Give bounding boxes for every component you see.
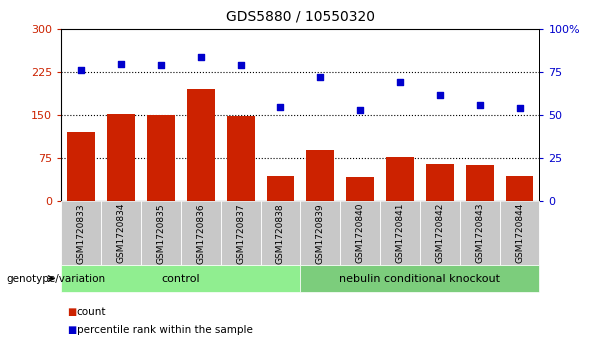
Text: GSM1720844: GSM1720844 — [515, 203, 524, 264]
Text: GSM1720833: GSM1720833 — [77, 203, 86, 264]
Text: GSM1720843: GSM1720843 — [475, 203, 484, 264]
Text: GSM1720837: GSM1720837 — [236, 203, 245, 264]
Bar — [386, 157, 414, 201]
Point — [316, 74, 326, 80]
Point — [395, 79, 405, 85]
Text: count: count — [77, 307, 106, 317]
Point — [116, 61, 126, 66]
Point — [435, 91, 445, 97]
Text: GSM1720834: GSM1720834 — [116, 203, 126, 264]
Text: GSM1720835: GSM1720835 — [156, 203, 166, 264]
Point — [276, 104, 286, 110]
Bar — [187, 89, 215, 201]
Point — [355, 107, 365, 113]
Text: percentile rank within the sample: percentile rank within the sample — [77, 325, 253, 335]
Point — [76, 68, 86, 73]
Bar — [346, 178, 374, 201]
Bar — [67, 132, 95, 201]
Bar — [227, 117, 254, 201]
Point — [475, 102, 485, 108]
Text: nebulin conditional knockout: nebulin conditional knockout — [340, 274, 500, 284]
Text: GSM1720838: GSM1720838 — [276, 203, 285, 264]
Text: genotype/variation: genotype/variation — [6, 274, 105, 284]
Point — [514, 105, 524, 111]
Text: GDS5880 / 10550320: GDS5880 / 10550320 — [226, 9, 375, 23]
Bar — [466, 165, 493, 201]
Bar — [306, 150, 334, 201]
Text: GSM1720842: GSM1720842 — [435, 203, 444, 264]
Text: GSM1720841: GSM1720841 — [395, 203, 405, 264]
Point — [235, 62, 245, 68]
Point — [156, 62, 166, 68]
Bar — [426, 164, 454, 201]
Text: GSM1720836: GSM1720836 — [196, 203, 205, 264]
Point — [196, 54, 206, 60]
Bar — [267, 176, 294, 201]
Text: control: control — [161, 274, 200, 284]
Bar — [107, 114, 135, 201]
Text: ■: ■ — [67, 325, 77, 335]
Bar — [147, 115, 175, 201]
Text: GSM1720839: GSM1720839 — [316, 203, 325, 264]
Bar — [506, 176, 533, 201]
Text: ■: ■ — [67, 307, 77, 317]
Text: GSM1720840: GSM1720840 — [356, 203, 365, 264]
